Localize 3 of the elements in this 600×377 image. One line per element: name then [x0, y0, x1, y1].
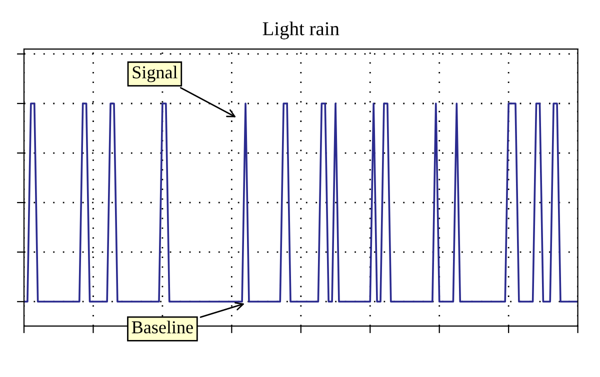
annotation: Baseline	[132, 320, 193, 334]
text: Signal	[132, 66, 178, 82]
chart-title: Light rain	[262, 22, 340, 40]
